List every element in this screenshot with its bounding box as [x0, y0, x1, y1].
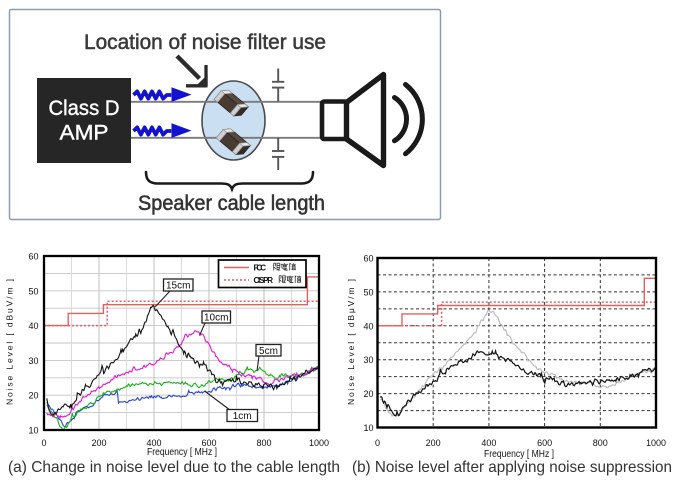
svg-text:10cm: 10cm [204, 313, 228, 324]
svg-text:800: 800 [256, 438, 271, 448]
svg-text:1cm: 1cm [233, 411, 252, 422]
svg-text:15cm: 15cm [166, 281, 190, 292]
svg-text:200: 200 [426, 438, 441, 448]
svg-text:30: 30 [363, 355, 373, 365]
svg-text:200: 200 [91, 438, 106, 448]
svg-text:Location of noise filter use: Location of noise filter use [84, 30, 326, 54]
svg-text:Frequency [ MHz ]: Frequency [ MHz ] [147, 447, 217, 458]
svg-text:50: 50 [363, 287, 373, 297]
svg-text:Class D: Class D [49, 96, 120, 120]
svg-text:FCC: FCC [254, 264, 267, 273]
svg-text:40: 40 [363, 321, 373, 331]
svg-text:20: 20 [28, 391, 38, 401]
svg-text:5cm: 5cm [259, 346, 278, 357]
svg-text:Noise Level [ dBuV/m ]: Noise Level [ dBuV/m ] [5, 279, 15, 405]
svg-text:60: 60 [363, 254, 373, 264]
svg-text:600: 600 [537, 438, 552, 448]
svg-text:1000: 1000 [646, 438, 666, 448]
svg-text:40: 40 [28, 321, 38, 331]
svg-text:10: 10 [363, 423, 373, 433]
svg-text:Noise Level [ dBμV/m ]: Noise Level [ dBμV/m ] [346, 279, 356, 405]
svg-text:1000: 1000 [309, 438, 329, 448]
svg-text:AMP: AMP [60, 121, 109, 145]
svg-text:20: 20 [363, 389, 373, 399]
svg-text:10: 10 [28, 426, 38, 436]
svg-text:CISPR: CISPR [254, 276, 274, 285]
svg-text:400: 400 [481, 438, 496, 448]
svg-text:(a) Change in noise level due: (a) Change in noise level due to the cab… [8, 459, 340, 476]
svg-text:Frequency [ MHz ]: Frequency [ MHz ] [484, 449, 554, 460]
svg-text:Speaker cable length: Speaker cable length [138, 191, 325, 215]
svg-text:800: 800 [593, 438, 608, 448]
svg-text:400: 400 [146, 438, 161, 448]
svg-text:600: 600 [201, 438, 216, 448]
svg-text:(b) Noise level after applying: (b) Noise level after applying noise sup… [352, 459, 672, 476]
svg-text:50: 50 [28, 286, 38, 296]
svg-text:30: 30 [28, 356, 38, 366]
svg-text:60: 60 [28, 252, 38, 262]
svg-text:0: 0 [41, 438, 46, 448]
svg-text:0: 0 [375, 438, 380, 448]
